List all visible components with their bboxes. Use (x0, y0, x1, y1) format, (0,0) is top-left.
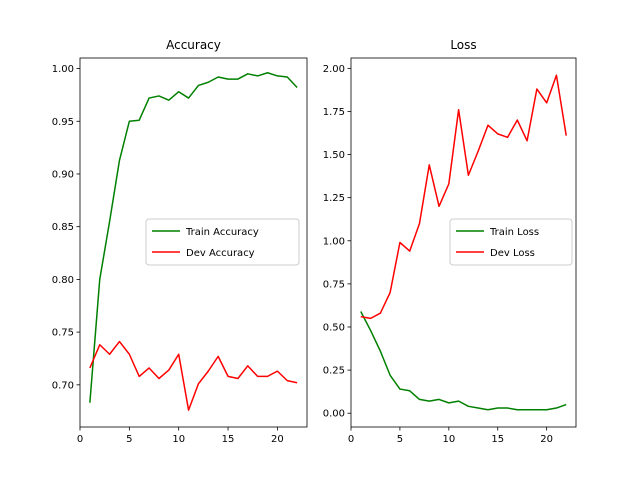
chart-title: Accuracy (166, 38, 221, 52)
y-tick-label: 1.50 (323, 150, 345, 161)
legend-label: Dev Loss (490, 248, 535, 259)
x-tick-label: 15 (491, 434, 504, 445)
plot-frame (350, 57, 577, 428)
series-line-0 (360, 311, 567, 411)
chart-1: Loss 0 5 10 15 20 0.00 0.25 0.50 0.75 1.00 1.25 1.50… (323, 38, 577, 445)
x-tick-label: 10 (442, 434, 455, 445)
y-tick-label: 0.85 (52, 222, 74, 233)
chart-0: Accuracy 0 5 10 15 20 0.70 0.75 0.80 0.85 0.90 0.95… (52, 38, 308, 445)
legend-label: Train Accuracy (185, 227, 259, 238)
y-tick-label: 2.00 (323, 64, 345, 75)
y-tick-label: 0.50 (323, 322, 345, 333)
plot-frame (79, 57, 308, 428)
y-tick-label: 0.75 (52, 328, 74, 339)
series-line-0 (89, 72, 298, 403)
y-tick-label: 0.70 (52, 380, 74, 391)
x-tick-label: 10 (172, 434, 185, 445)
y-tick-label: 1.25 (323, 193, 345, 204)
y-tick-label: 0.75 (323, 279, 345, 290)
x-tick-label: 15 (222, 434, 235, 445)
x-tick-label: 0 (348, 434, 354, 445)
y-tick-label: 1.00 (323, 236, 345, 247)
legend-label: Dev Accuracy (186, 248, 255, 259)
x-tick-label: 0 (77, 434, 83, 445)
y-tick-label: 0.80 (52, 275, 74, 286)
series-line-1 (360, 74, 567, 320)
x-tick-label: 20 (271, 434, 284, 445)
legend-box (145, 218, 300, 266)
x-tick-label: 5 (126, 434, 132, 445)
x-tick-label: 5 (397, 434, 403, 445)
series-line-1 (89, 340, 298, 411)
y-tick-label: 0.25 (323, 366, 345, 377)
legend: Train Accuracy Dev Accuracy (145, 218, 300, 266)
chart-title: Loss (450, 38, 476, 52)
legend: Train Loss Dev Loss (449, 218, 573, 266)
y-tick-label: 1.00 (52, 64, 74, 75)
y-tick-label: 1.75 (323, 107, 345, 118)
y-tick-label: 0.95 (52, 117, 74, 128)
y-tick-label: 0.90 (52, 169, 74, 180)
y-tick-label: 0.00 (323, 409, 345, 420)
legend-label: Train Loss (489, 227, 539, 238)
x-tick-label: 20 (540, 434, 553, 445)
